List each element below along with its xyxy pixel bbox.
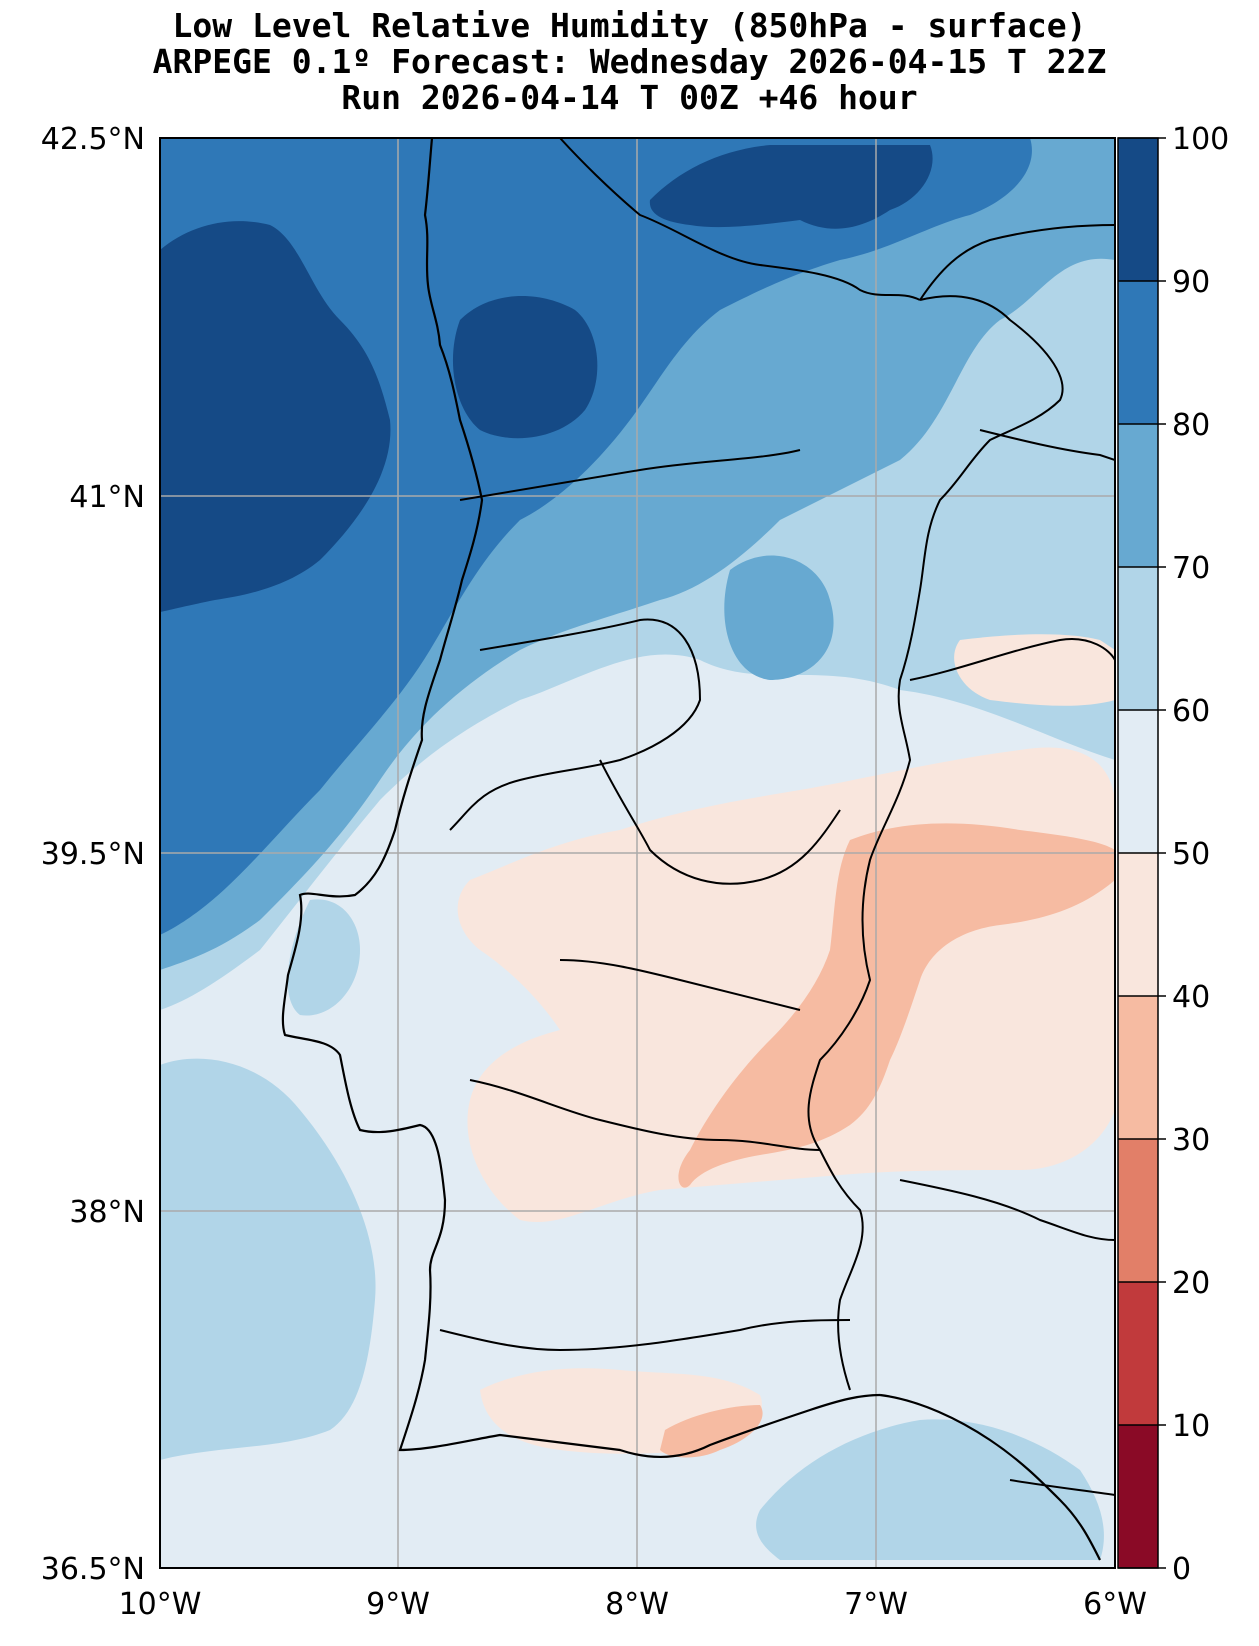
- colorbar-tick-label: 70: [1172, 551, 1210, 586]
- title-line-2: ARPEGE 0.1º Forecast: Wednesday 2026-04-…: [152, 42, 1107, 81]
- rh-30-40-core: [678, 823, 1115, 1188]
- colorbar-band-10-20: [1118, 1282, 1158, 1426]
- lat-label-39-5: 39.5°N: [41, 837, 145, 872]
- rh-30-40-south: [660, 1405, 763, 1458]
- title-line-3: Run 2026-04-14 T 00Z +46 hour: [341, 78, 918, 117]
- border-es-internal-5: [1009, 1479, 1115, 1496]
- border-es-internal-1: [919, 224, 1115, 301]
- rh-90-100-northeast: [649, 145, 933, 229]
- colorbar-band-20-30: [1118, 1139, 1158, 1283]
- border-district-3: [599, 759, 841, 885]
- rh-40-50-east: [954, 634, 1115, 706]
- colorbar-tick-label: 60: [1172, 694, 1210, 729]
- border-es-internal-3: [909, 638, 1115, 681]
- border-es-internal-2: [979, 429, 1115, 461]
- rh-70-80-interior: [724, 555, 834, 680]
- colorbar-tick-label: 80: [1172, 408, 1210, 443]
- colorbar-bands: [1118, 138, 1158, 1569]
- gridlines: [160, 138, 1115, 1568]
- map-area: [160, 138, 1115, 1568]
- rh-80-90-zone: [160, 138, 1032, 935]
- lat-label-41: 41°N: [69, 480, 145, 515]
- colorbar-tick-label: 30: [1172, 1123, 1210, 1158]
- map-frame: [159, 137, 1116, 1569]
- colorbar-tick-label: 20: [1172, 1266, 1210, 1301]
- colorbar-band-60-70: [1118, 567, 1158, 711]
- colorbar-band-0-10: [1118, 1425, 1158, 1569]
- lat-label-38: 38°N: [69, 1195, 145, 1230]
- border-district-6: [439, 1319, 851, 1352]
- border-district-1: [459, 449, 801, 501]
- colorbar-band-80-90: [1118, 281, 1158, 425]
- border-pt-es-east: [807, 295, 1064, 1391]
- latitude-labels: 42.5°N 41°N 39.5°N 38°N 36.5°N: [41, 122, 145, 1587]
- coastline-south-east: [879, 1393, 1101, 1561]
- lon-label-6w: 6°W: [1083, 1587, 1147, 1622]
- rh-60-70-sw-offshore: [160, 1058, 376, 1460]
- lat-label-42-5: 42.5°N: [41, 122, 145, 157]
- rh-60-70-south: [756, 1419, 1104, 1560]
- lon-label-9w: 9°W: [366, 1587, 430, 1622]
- colorbar-tick-label: 0: [1172, 1552, 1191, 1587]
- border-district-2: [449, 618, 702, 831]
- colorbar-band-90-100: [1118, 138, 1158, 282]
- border-es-internal-4: [899, 1179, 1115, 1241]
- title-line-1: Low Level Relative Humidity (850hPa - su…: [172, 6, 1087, 45]
- lon-label-7w: 7°W: [844, 1587, 908, 1622]
- colorbar-band-40-50: [1118, 853, 1158, 997]
- lon-label-8w: 8°W: [605, 1587, 669, 1622]
- border-district-5: [469, 1079, 821, 1151]
- rh-60-70-patch: [287, 899, 360, 1016]
- longitude-labels: 10°W 9°W 8°W 7°W 6°W: [119, 1587, 1147, 1622]
- chart-title: Low Level Relative Humidity (850hPa - su…: [0, 8, 1259, 116]
- colorbar-band-30-40: [1118, 996, 1158, 1140]
- colorbar-band-50-60: [1118, 710, 1158, 854]
- border-pt-es-north: [559, 138, 921, 301]
- colorbar-tick-label: 90: [1172, 265, 1210, 300]
- coastline: [281, 138, 881, 1458]
- borders: [439, 138, 1115, 1496]
- colorbar-tick-label: 50: [1172, 837, 1210, 872]
- colorbar-tick-label: 40: [1172, 980, 1210, 1015]
- colorbar-tick-label: 100: [1172, 122, 1229, 157]
- border-district-4: [559, 959, 801, 1011]
- lat-label-36-5: 36.5°N: [41, 1552, 145, 1587]
- rh-90-100-north-core: [452, 296, 598, 439]
- rh-90-100-offshore: [160, 221, 391, 612]
- colorbar-tick-label: 10: [1172, 1409, 1210, 1444]
- colorbar-band-70-80: [1118, 424, 1158, 568]
- lon-label-10w: 10°W: [119, 1587, 202, 1622]
